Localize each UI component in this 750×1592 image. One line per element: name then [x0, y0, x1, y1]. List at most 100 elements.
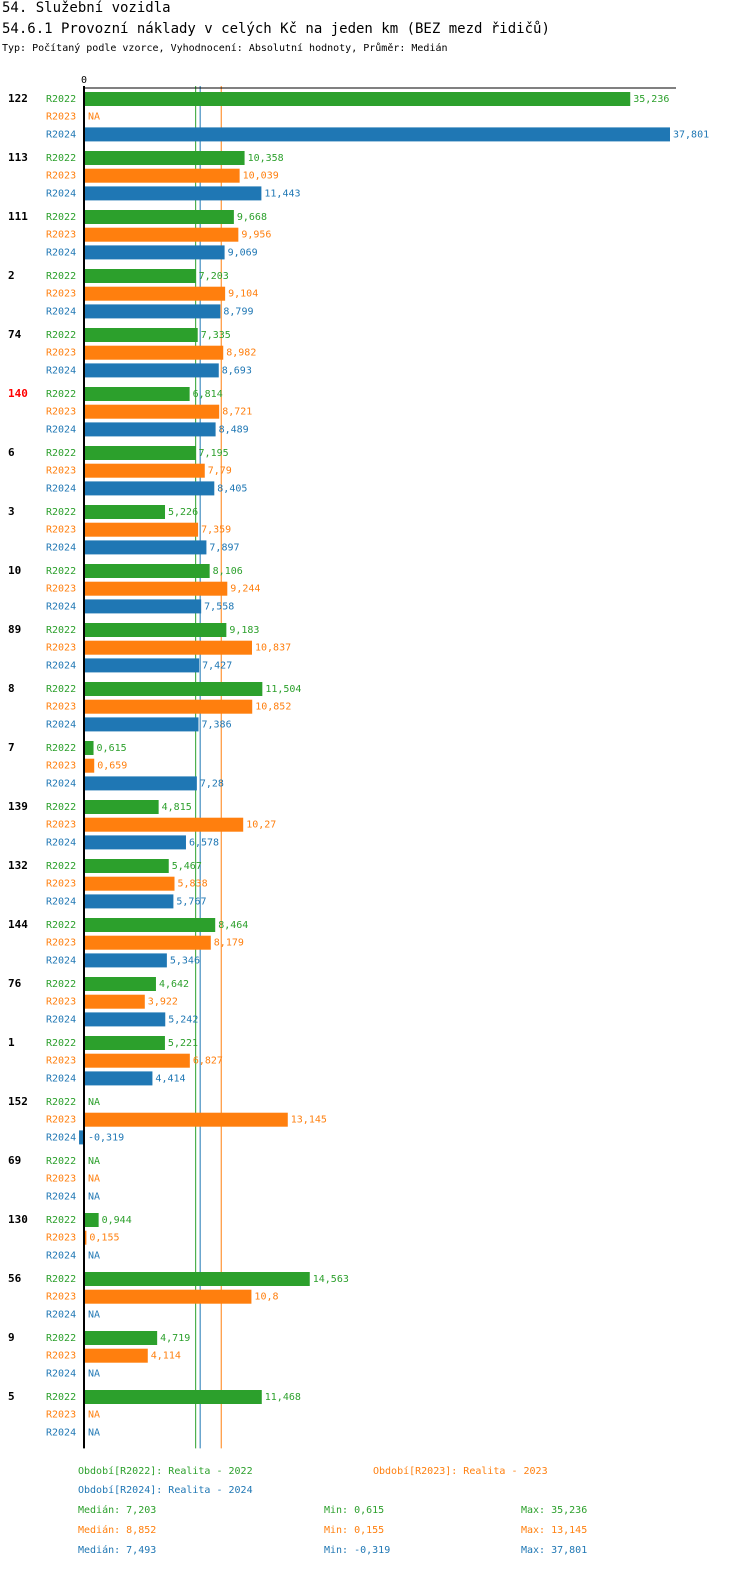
series-label: R2022	[46, 1156, 76, 1167]
series-label: R2024	[46, 1250, 76, 1261]
na-label: NA	[88, 1250, 100, 1261]
data-label: 9,104	[228, 289, 258, 300]
series-label: R2022	[46, 920, 76, 931]
series-label: R2022	[46, 566, 76, 577]
data-label: 11,443	[264, 188, 300, 199]
bar-132-r2024	[84, 894, 174, 909]
data-label: 6,578	[189, 837, 219, 848]
category-label-76: 76	[8, 977, 22, 990]
data-label: 4,719	[160, 1333, 190, 1344]
category-label-74: 74	[8, 328, 22, 341]
na-label: NA	[88, 1097, 100, 1108]
series-label: R2024	[46, 365, 76, 376]
chart-title: 54. Služební vozidla	[2, 0, 171, 16]
bar-3-r2024	[84, 540, 207, 555]
series-label: R2023	[46, 1292, 76, 1303]
bar-7-r2022	[84, 741, 94, 755]
bar-140-r2024	[84, 422, 216, 437]
bar-152-r2023	[84, 1112, 288, 1127]
series-label: R2022	[46, 1274, 76, 1285]
data-label: 5,838	[178, 879, 208, 890]
data-label: 10,27	[246, 820, 276, 831]
bar-6-r2024	[84, 481, 215, 496]
category-label-2: 2	[8, 269, 15, 282]
data-label: 10,358	[248, 153, 284, 164]
data-label: 8,693	[222, 365, 252, 376]
data-label: 5,242	[168, 1014, 198, 1025]
bar-3-r2023	[84, 522, 199, 537]
bar-2-r2024	[84, 304, 221, 319]
series-label: R2022	[46, 861, 76, 872]
data-label: -0,319	[88, 1132, 124, 1143]
series-label: R2024	[46, 1073, 76, 1084]
series-label: R2022	[46, 507, 76, 518]
series-label: R2024	[46, 955, 76, 966]
series-label: R2022	[46, 153, 76, 164]
bar-139-r2023	[84, 817, 244, 832]
median-r2022: Medián: 7,203	[78, 1505, 157, 1516]
series-label: R2024	[46, 306, 76, 317]
data-label: 7,386	[201, 719, 231, 730]
series-label: R2023	[46, 643, 76, 654]
data-label: 4,414	[155, 1073, 185, 1084]
bar-10-r2024	[84, 599, 202, 614]
bar-144-r2024	[84, 953, 167, 968]
series-label: R2023	[46, 348, 76, 359]
series-label: R2023	[46, 1351, 76, 1362]
bar-132-r2023	[84, 876, 175, 891]
series-label: R2023	[46, 879, 76, 890]
bar-140-r2023	[84, 404, 220, 419]
data-label: 9,183	[229, 625, 259, 636]
data-label: 8,982	[226, 348, 256, 359]
data-label: 11,504	[265, 684, 301, 695]
data-label: 10,837	[255, 643, 291, 654]
min-r2022: Min: 0,615	[324, 1505, 385, 1516]
bar-111-r2024	[84, 245, 225, 260]
series-label: R2023	[46, 938, 76, 949]
category-label-139: 139	[8, 800, 28, 813]
bar-74-r2022	[84, 328, 198, 342]
data-label: 7,359	[201, 525, 231, 536]
data-label: 7,558	[204, 601, 234, 612]
series-label: R2022	[46, 1038, 76, 1049]
series-label: R2023	[46, 289, 76, 300]
data-label: 14,563	[313, 1274, 349, 1285]
data-label: 9,244	[230, 584, 260, 595]
bar-chart: 0 122 R2022 35,236 R2023 NA R2024 37,801 113 R202…	[8, 75, 709, 1449]
series-label: R2023	[46, 702, 76, 713]
bar-113-r2022	[84, 151, 245, 165]
median-r2023: Medián: 8,852	[78, 1525, 157, 1536]
na-label: NA	[88, 1174, 100, 1185]
category-label-69: 69	[8, 1154, 21, 1167]
series-label: R2024	[46, 660, 76, 671]
series-label: R2024	[46, 837, 76, 848]
data-label: 5,767	[176, 896, 206, 907]
data-label: 7,427	[202, 660, 232, 671]
bar-2-r2023	[84, 286, 226, 301]
series-label: R2023	[46, 997, 76, 1008]
bar-1-r2022	[84, 1036, 165, 1050]
bar-6-r2023	[84, 463, 205, 478]
bar-8-r2022	[84, 682, 263, 696]
bar-7-r2023	[84, 758, 95, 773]
series-label: R2023	[46, 407, 76, 418]
series-label: R2023	[46, 525, 76, 536]
median-r2024: Medián: 7,493	[78, 1545, 157, 1556]
series-label: R2023	[46, 1056, 76, 1067]
category-label-122: 122	[8, 92, 28, 105]
category-label-144: 144	[8, 918, 28, 931]
category-label-56: 56	[8, 1272, 22, 1285]
series-label: R2022	[46, 389, 76, 400]
bar-10-r2022	[84, 564, 210, 578]
na-label: NA	[88, 1410, 100, 1421]
bar-111-r2023	[84, 227, 239, 242]
data-label: 10,039	[243, 171, 279, 182]
series-label: R2023	[46, 820, 76, 831]
bar-139-r2022	[84, 800, 159, 814]
legend-period-r2022: Období[R2022]: Realita - 2022	[78, 1466, 253, 1477]
data-label: 11,468	[265, 1392, 301, 1403]
series-label: R2023	[46, 1410, 76, 1421]
series-label: R2024	[46, 1132, 76, 1143]
bar-74-r2024	[84, 363, 219, 378]
bar-9-r2022	[84, 1331, 158, 1345]
